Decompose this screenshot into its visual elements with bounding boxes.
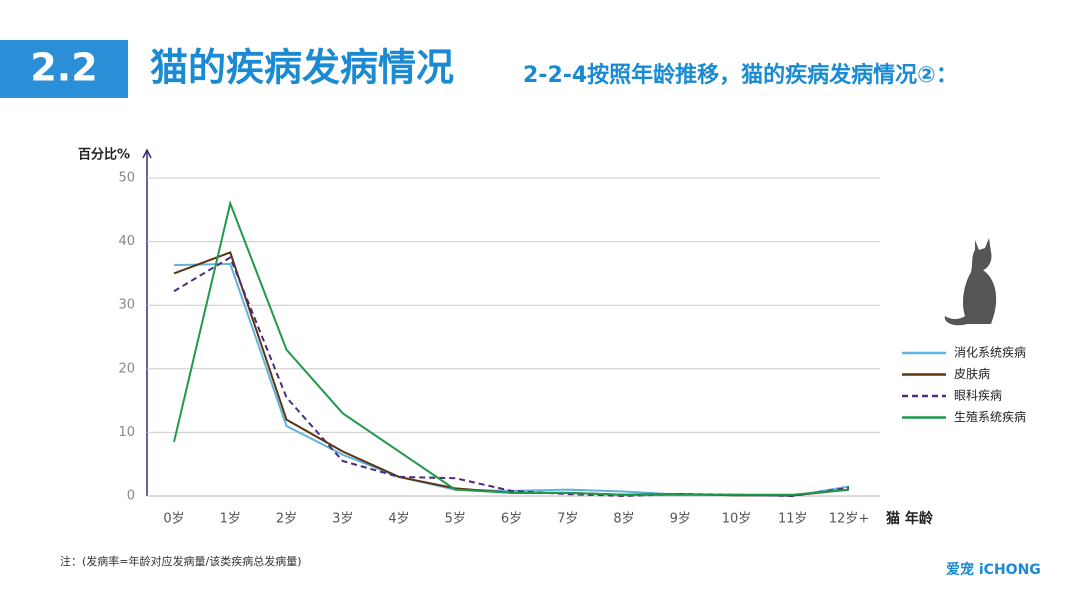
series-line bbox=[173, 262, 850, 498]
y-axis-label: 百分比% bbox=[78, 147, 130, 163]
y-tick-label: 40 bbox=[118, 234, 135, 249]
footnote: 注：(发病率=年龄对应发病量/该类疾病总发病量) bbox=[60, 554, 302, 568]
x-tick-label: 6岁 bbox=[501, 512, 522, 527]
legend-label: 皮肤病 bbox=[954, 366, 990, 381]
cat-icon bbox=[944, 238, 997, 326]
x-tick-label: 8岁 bbox=[613, 512, 634, 527]
series-line bbox=[173, 200, 850, 496]
slide-subtitle: 2-2-4按照年龄推移，猫的疾病发病情况②： bbox=[523, 62, 958, 88]
x-tick-label: 4岁 bbox=[388, 512, 409, 527]
section-number: 2.2 bbox=[30, 46, 97, 90]
logo: 爱宠 iCHONG bbox=[946, 561, 1041, 578]
y-tick-label: 30 bbox=[118, 298, 135, 313]
x-tick-label: 12岁+ bbox=[829, 512, 869, 527]
legend-label: 眼科疾病 bbox=[954, 388, 1002, 403]
x-tick-label: 7岁 bbox=[557, 512, 578, 527]
x-tick-label: 2岁 bbox=[276, 512, 297, 527]
legend-label: 生殖系统疾病 bbox=[954, 409, 1026, 424]
series-line bbox=[173, 251, 850, 497]
x-tick-label: 10岁 bbox=[722, 512, 752, 527]
y-tick-label: 0 bbox=[127, 489, 135, 504]
series-line bbox=[173, 256, 850, 498]
x-tick-label: 9岁 bbox=[670, 512, 691, 527]
section-box bbox=[0, 40, 128, 98]
y-axis-arrow bbox=[142, 148, 152, 159]
x-tick-label: 11岁 bbox=[778, 512, 808, 527]
x-tick-label: 5岁 bbox=[445, 512, 466, 527]
x-tick-label: 1岁 bbox=[220, 512, 241, 527]
x-tick-label: 0岁 bbox=[163, 512, 184, 527]
x-tick-label: 3岁 bbox=[332, 512, 353, 527]
slide-title: 猫的疾病发病情况 bbox=[150, 46, 454, 90]
y-tick-label: 50 bbox=[118, 171, 135, 186]
x-axis-label: 猫 年龄 bbox=[886, 510, 934, 527]
y-tick-label: 10 bbox=[118, 425, 135, 440]
y-tick-label: 20 bbox=[118, 361, 135, 376]
legend-label: 消化系统疾病 bbox=[954, 345, 1026, 360]
